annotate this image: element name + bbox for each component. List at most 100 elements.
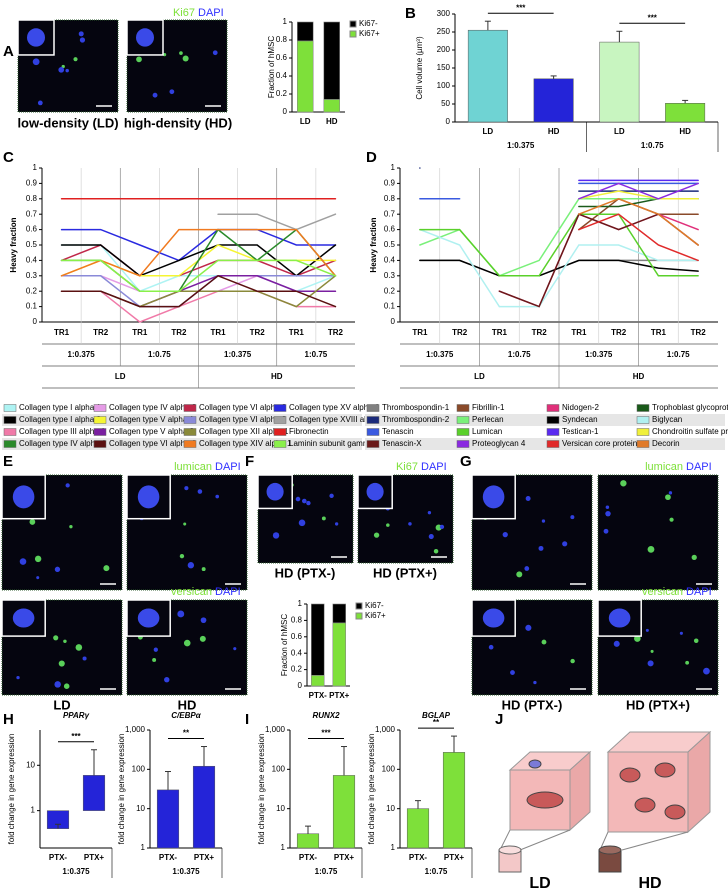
cell (679, 631, 683, 635)
cell (32, 58, 40, 66)
cell (182, 55, 189, 62)
legend-swatch (93, 428, 107, 436)
stain-label: DAPI (215, 586, 241, 598)
cell (645, 628, 649, 632)
legend-label: Thrombospondin-2 (382, 415, 450, 424)
y-tick-label: 1 (141, 843, 146, 852)
cell (36, 576, 40, 580)
y-tick-label: 300 (437, 9, 451, 18)
group-label: 1:0.75 (667, 350, 690, 359)
y-tick-label: 0.1 (26, 302, 38, 311)
legend-swatch (3, 416, 17, 424)
x-tick-label: TR1 (571, 328, 587, 337)
group-label: 1:0.375 (172, 867, 200, 876)
y-tick-label: 1,000 (375, 725, 396, 734)
group-label: 1:0.75 (508, 350, 531, 359)
cell (153, 647, 158, 652)
x-tick-label: TR1 (492, 328, 508, 337)
legend-label: Lumican (472, 427, 502, 436)
x-tick-label: TR2 (171, 328, 187, 337)
x-tick-label: TR1 (289, 328, 305, 337)
cell (54, 566, 61, 573)
group-label: 1:0.375 (62, 867, 90, 876)
cell (541, 519, 546, 523)
y-axis-label: Heavy fraction (9, 217, 18, 272)
y-axis-label: Heavy fraction (369, 217, 378, 272)
image-caption: HD (PTX-) (275, 565, 336, 580)
cell (533, 680, 537, 685)
bar-segment (323, 21, 340, 100)
bar-segment (323, 99, 340, 113)
group-label: 1:0.375 (585, 350, 613, 359)
legend-swatch (93, 404, 107, 412)
cell (152, 92, 158, 98)
cell (482, 485, 505, 509)
significance-label: *** (516, 3, 526, 12)
x-tick-label: PTX- (309, 691, 328, 700)
cell (164, 677, 170, 683)
legend-swatch (183, 428, 197, 436)
cell (373, 532, 380, 538)
chart-title: RUNX2 (312, 711, 340, 720)
legend-swatch (93, 416, 107, 424)
stain-label: DAPI (198, 7, 224, 19)
cell (605, 505, 610, 510)
legend-swatch (636, 404, 650, 412)
legend-label: Biglycan (652, 415, 682, 424)
legend-swatch (636, 428, 650, 436)
panel-label: I (245, 711, 249, 728)
legend-label: Ki67- (359, 19, 378, 28)
x-tick-label: LD (614, 127, 625, 136)
cell (665, 494, 671, 501)
series-line (60, 244, 337, 277)
y-tick-label: 1,000 (125, 725, 146, 734)
cell (650, 649, 654, 653)
chart-title: BGLAP (422, 711, 451, 720)
cell (233, 647, 237, 651)
stain-label: lumican (174, 461, 212, 473)
y-tick-label: 0 (283, 107, 288, 116)
model-diagram (498, 730, 712, 873)
legend-label: Laminin subunit gamma 1 (289, 439, 381, 448)
x-tick-label: TR2 (93, 328, 109, 337)
bar-segment (332, 622, 346, 687)
series-line (578, 213, 699, 262)
legend-label: Collagen type VI alpha 3 (199, 415, 287, 424)
cell (201, 567, 206, 572)
well (598, 845, 622, 855)
cell (428, 533, 434, 540)
y-tick-label: 0.2 (291, 665, 303, 674)
cell (298, 519, 306, 527)
legend-row (2, 438, 362, 450)
cell (73, 57, 78, 62)
legend-swatch (3, 428, 17, 436)
panel-label: A (3, 43, 14, 60)
well (498, 845, 522, 855)
x-tick-label: LD (300, 117, 311, 126)
legend-row (365, 438, 725, 450)
y-tick-label: 0.8 (291, 616, 303, 625)
cell (685, 660, 690, 665)
cell (605, 510, 611, 517)
cell (526, 791, 564, 809)
panel-label: B (405, 5, 416, 22)
cell (654, 762, 676, 778)
bar (156, 789, 180, 849)
y-tick-label: 1 (283, 17, 288, 26)
cell (179, 51, 183, 55)
image-caption: LD (53, 697, 70, 712)
cube-face (687, 730, 711, 834)
x-tick-label: TR2 (611, 328, 627, 337)
cell (408, 522, 412, 526)
cell (693, 638, 699, 643)
cell (65, 483, 70, 488)
bar-segment (310, 675, 325, 687)
x-tick-label: TR1 (54, 328, 70, 337)
cell (82, 656, 87, 661)
panel-label: G (460, 453, 472, 470)
cell (37, 100, 43, 106)
group-label: 1:0.75 (641, 141, 664, 150)
legend-swatch (546, 428, 560, 436)
group-label: LD (115, 372, 126, 381)
